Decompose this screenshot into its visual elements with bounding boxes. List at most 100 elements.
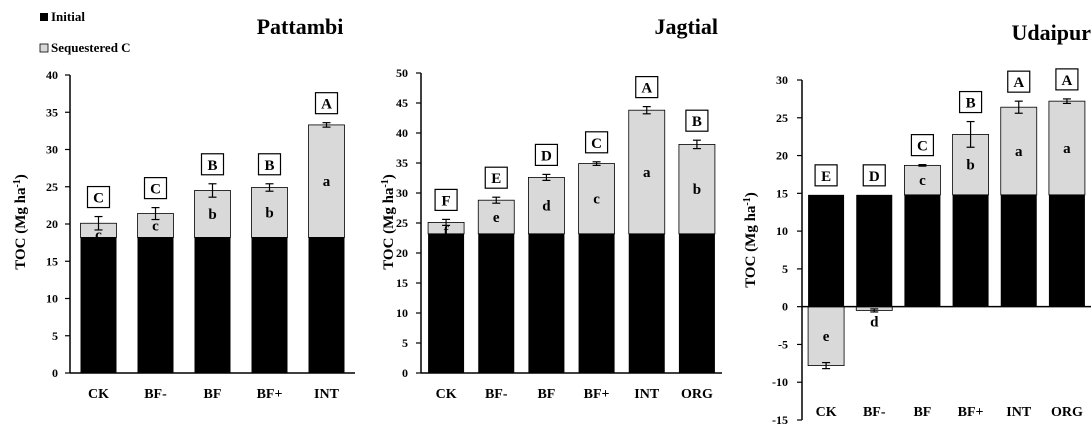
bar-initial-bfplus	[578, 233, 615, 373]
y-tick-label: 50	[396, 66, 408, 80]
lower-letter-ck: f	[444, 224, 450, 240]
bar-initial-bf	[528, 233, 565, 373]
y-tick-label: 20	[46, 217, 58, 231]
bar-initial-ck	[808, 194, 845, 307]
bar-initial-bf	[194, 237, 231, 373]
svg-text:C: C	[917, 139, 928, 155]
bar-sequestered-int	[628, 109, 666, 235]
panel-jagtial: Jagtial TOC (Mg ha-1) 0 5 10 15 20 25 30 35 40 45 50…	[380, 14, 722, 402]
bar-initial-org	[1048, 194, 1085, 307]
lower-letter-ck: e	[823, 329, 830, 345]
x-tick-label-int: INT	[1006, 405, 1032, 420]
y-tick-label: 0	[782, 300, 788, 314]
lower-letter-bfminus: d	[870, 314, 879, 330]
y-tick-label: 20	[776, 149, 788, 163]
x-tick-label-ck: CK	[88, 387, 109, 402]
y-tick-label: -15	[772, 413, 788, 426]
bar-sequestered-org	[1048, 100, 1086, 196]
svg-text:B: B	[692, 114, 702, 130]
lower-letter-bfminus: e	[493, 210, 500, 226]
y-tick-label: 30	[46, 143, 58, 157]
y-axis-label: TOC (Mg ha-1)	[12, 174, 30, 270]
x-tick-label-int: INT	[314, 387, 340, 402]
legend-label-sequestered: Sequestered C	[51, 40, 131, 55]
chart-title: Udaipur	[1012, 20, 1091, 45]
bar-sequestered-bfplus	[251, 187, 288, 238]
y-tick-label: 0	[52, 366, 58, 380]
svg-text:A: A	[1061, 73, 1072, 89]
error-bar-bf	[208, 183, 217, 198]
error-bar-org	[692, 139, 701, 150]
lower-letter-int: a	[643, 165, 651, 181]
bar-initial-ck	[428, 233, 465, 373]
y-tick-label: 5	[782, 262, 788, 276]
svg-text:C: C	[591, 136, 602, 152]
upper-letter-box-int: A	[635, 75, 659, 99]
x-tick-label-bfminus: BF-	[144, 387, 167, 402]
y-axis-label: TOC (Mg ha-1)	[742, 192, 760, 288]
error-bar-bf	[918, 164, 927, 167]
y-tick-label: 15	[776, 186, 788, 200]
y-tick-label: 30	[776, 73, 788, 87]
y-tick-label: 40	[46, 68, 58, 82]
bar-initial-bfminus	[856, 194, 893, 307]
upper-letter-box-bfminus: E	[484, 166, 508, 189]
svg-text:A: A	[1013, 75, 1024, 91]
svg-text:B: B	[264, 158, 274, 174]
x-tick-label-int: INT	[634, 387, 660, 402]
lower-letter-int: a	[1015, 144, 1023, 160]
error-bar-bfminus	[151, 207, 160, 221]
panel-udaipur: Udaipur TOC (Mg ha-1) -15 -10 -5 0 5 10 15 20 25 30…	[742, 20, 1091, 426]
upper-letter-box-ck: E	[814, 164, 838, 187]
lower-letter-org: b	[693, 182, 701, 198]
svg-text:C: C	[93, 191, 104, 207]
error-bar-int	[642, 105, 651, 115]
bar-initial-bfminus	[137, 237, 174, 373]
x-tick-label-ck: CK	[816, 405, 837, 420]
svg-text:C: C	[150, 182, 161, 198]
upper-letter-box-ck: F	[434, 188, 458, 211]
bar-initial-bfplus	[251, 237, 288, 373]
svg-text:B: B	[966, 96, 976, 112]
error-bar-bfplus	[966, 120, 975, 148]
bar-sequestered-bf	[528, 176, 565, 235]
lower-letter-bfplus: b	[265, 205, 273, 221]
upper-letter-box-ck: C	[86, 185, 111, 209]
bar-initial-int	[628, 233, 665, 373]
error-bar-ck	[94, 215, 103, 231]
y-tick-label: 10	[46, 292, 58, 306]
chart-title: Jagtial	[654, 14, 718, 39]
x-tick-label-bfplus: BF+	[958, 405, 984, 420]
y-tick-label: 40	[396, 126, 408, 140]
y-tick-label: 35	[396, 156, 408, 170]
bar-initial-bfminus	[478, 233, 515, 373]
upper-letter-box-org: A	[1055, 68, 1079, 91]
x-tick-label-bfplus: BF+	[257, 387, 283, 402]
y-tick-label: -5	[778, 337, 788, 351]
lower-letter-bf: d	[542, 199, 551, 215]
bar-initial-ck	[80, 237, 117, 373]
upper-letter-box-org: B	[685, 109, 709, 132]
y-tick-label: 25	[46, 180, 58, 194]
bar-sequestered-bf	[194, 190, 231, 238]
lower-letter-int: a	[323, 174, 331, 190]
upper-letter-box-bfplus: B	[257, 153, 282, 176]
svg-text:E: E	[491, 171, 501, 187]
x-tick-label-ck: CK	[436, 387, 457, 402]
upper-letter-box-bfminus: C	[143, 177, 168, 200]
bar-initial-int	[308, 237, 345, 373]
y-tick-label: 45	[396, 96, 408, 110]
legend-label-initial: Initial	[51, 9, 85, 24]
x-tick-label-org: ORG	[681, 387, 713, 402]
bar-sequestered-bfminus	[477, 199, 515, 235]
x-tick-label-bfminus: BF-	[485, 387, 508, 402]
error-bar-bf	[542, 173, 551, 181]
y-tick-label: 25	[396, 216, 408, 230]
chart-title: Pattambi	[257, 14, 344, 39]
bar-initial-bfplus	[952, 194, 989, 307]
y-axis-label: TOC (Mg ha-1)	[380, 174, 398, 270]
x-tick-label-bf: BF	[913, 405, 931, 420]
y-tick-label: 35	[46, 105, 58, 119]
legend-swatch-sequestered	[39, 43, 49, 53]
